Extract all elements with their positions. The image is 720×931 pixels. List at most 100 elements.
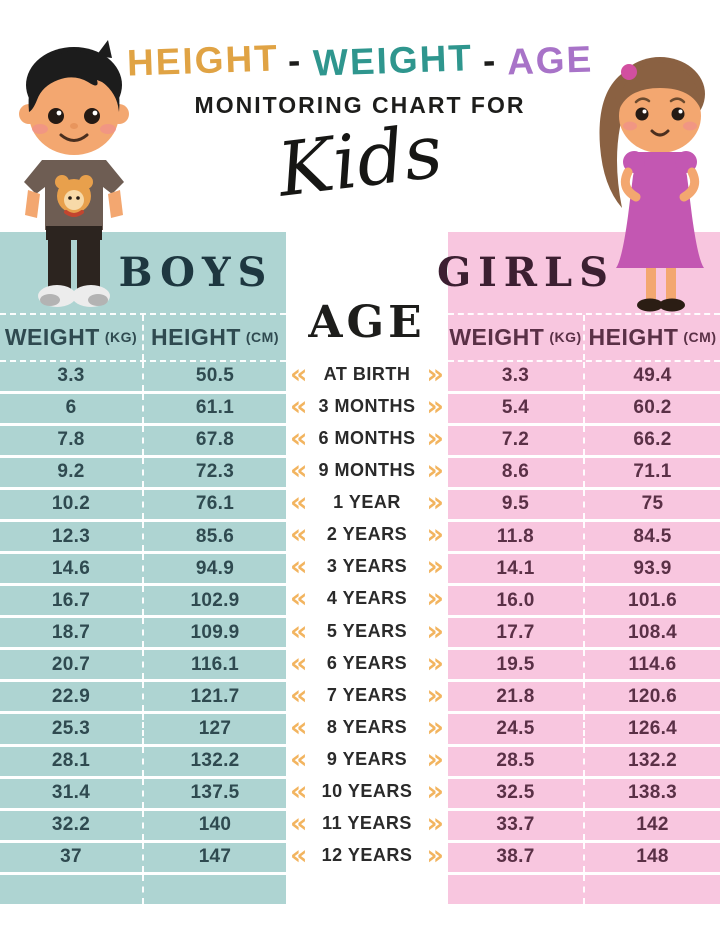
table-row: 18.7 109.9 (0, 618, 286, 651)
height-cell: 66.2 (583, 425, 720, 455)
weight-cell: 17.7 (496, 621, 535, 643)
weight-unit-label: (KG) (104, 329, 138, 346)
boys-table-title: BOYS (118, 248, 274, 296)
chevron-right-icon: » (426, 519, 444, 551)
height-cell: 67.8 (142, 425, 286, 455)
height-cell: 126.4 (583, 714, 720, 744)
table-row: 8.6 71.1 (448, 457, 720, 490)
subtitle: MONITORING CHART FOR (194, 92, 526, 118)
age-row: « AT BIRTH » (286, 358, 448, 390)
chevron-left-icon: « (290, 487, 308, 519)
table-row: 28.1 132.2 (0, 746, 286, 779)
chevron-left-icon: « (290, 647, 308, 679)
table-row: 10.2 76.1 (0, 489, 286, 523)
age-label: 2 YEARS (326, 524, 408, 545)
age-row: « 10 YEARS » (286, 776, 448, 808)
weight-cell: 14.1 (496, 557, 535, 579)
weight-cell: 12.3 (51, 525, 91, 547)
table-row: 5.4 60.2 (448, 393, 720, 426)
age-row: « 2 YEARS » (286, 519, 448, 551)
chevron-left-icon: « (290, 519, 308, 551)
table-row: 21.8 120.6 (448, 682, 720, 715)
table-row: 32.2 140 (0, 810, 286, 843)
weight-cell: 20.7 (51, 653, 91, 675)
height-cell: 75 (583, 489, 720, 520)
title-word: HEIGHT (126, 37, 280, 84)
height-cell (142, 874, 286, 904)
chevron-right-icon: » (426, 454, 444, 486)
table-row (448, 874, 720, 904)
boys-table: BOYS WEIGHT (KG) HEIGHT (CM) 3.3 50.5 6 61.… (0, 232, 286, 904)
chevron-right-icon: » (426, 647, 444, 679)
weight-cell: 19.5 (496, 653, 535, 675)
weight-cell: 24.5 (496, 718, 535, 740)
girls-table-title: GIRLS (436, 248, 616, 296)
table-row: 3.3 50.5 (0, 361, 286, 394)
table-row: 16.7 102.9 (0, 586, 286, 619)
age-label: 3 YEARS (326, 556, 408, 577)
height-cell: 93.9 (583, 554, 720, 584)
chevron-right-icon: » (426, 744, 444, 776)
age-title-box: AGE (286, 232, 448, 358)
weight-cell: 33.7 (496, 814, 535, 836)
table-row: 14.1 93.9 (448, 554, 720, 587)
weight-cell: 16.0 (496, 589, 535, 611)
age-label: 5 YEARS (326, 620, 408, 641)
weight-cell: 22.9 (51, 685, 91, 707)
age-label: 12 YEARS (321, 845, 413, 866)
height-cell: 60.2 (583, 393, 720, 423)
title-word: WEIGHT (312, 37, 474, 84)
weight-cell: 14.6 (51, 557, 91, 579)
height-cell: 102.9 (142, 586, 286, 616)
weight-cell: 21.8 (496, 685, 535, 707)
age-row: « 3 MONTHS » (286, 390, 448, 422)
weight-cell: 18.7 (51, 621, 91, 643)
height-cell: 140 (142, 810, 286, 840)
weight-cell (448, 875, 583, 904)
weight-cell: 9.2 (57, 461, 85, 483)
height-cell: 148 (583, 842, 720, 872)
table-row: 12.3 85.6 (0, 522, 286, 555)
table-row: 6 61.1 (0, 393, 286, 426)
age-row: « 5 YEARS » (286, 615, 448, 647)
age-label: 7 YEARS (326, 684, 408, 705)
height-cell: 101.6 (583, 586, 720, 616)
girls-rows: 3.3 49.4 5.4 60.2 7.2 66.2 8.6 71.1 9.5 75 11.8 84.… (448, 361, 720, 904)
age-row: « 6 MONTHS » (286, 422, 448, 454)
title-word: - (287, 39, 304, 82)
age-label: 9 YEARS (326, 749, 408, 770)
age-row: « 9 YEARS » (286, 744, 448, 776)
age-row: « 4 YEARS » (286, 583, 448, 615)
table-row: 20.7 116.1 (0, 650, 286, 683)
height-cell: 109.9 (142, 618, 286, 648)
age-label: 4 YEARS (326, 588, 408, 609)
height-cell: 85.6 (142, 522, 286, 552)
age-label: 8 YEARS (326, 716, 408, 737)
weight-unit-label: (KG) (549, 329, 582, 346)
table-row: 37 147 (0, 842, 286, 875)
table-row: 7.8 67.8 (0, 425, 286, 458)
table-row: 32.5 138.3 (448, 778, 720, 811)
chevron-left-icon: « (290, 390, 308, 422)
height-cell: 127 (142, 714, 286, 744)
table-row (0, 874, 286, 904)
age-row: « 6 YEARS » (286, 647, 448, 679)
age-label: 3 MONTHS (318, 395, 416, 416)
weight-cell: 10.2 (51, 493, 91, 515)
boys-rows: 3.3 50.5 6 61.1 7.8 67.8 9.2 72.3 10.2 76.1 12.3 85… (0, 361, 286, 904)
age-row: « 11 YEARS » (286, 808, 448, 840)
table-row: 33.7 142 (448, 810, 720, 843)
chevron-left-icon: « (290, 583, 308, 615)
boys-weight-header: WEIGHT (KG) (0, 315, 142, 360)
weight-cell: 32.5 (496, 782, 535, 804)
chevron-left-icon: « (290, 454, 308, 486)
age-row: « 12 YEARS » (286, 840, 448, 872)
height-cell: 132.2 (583, 746, 720, 776)
girls-table-header: WEIGHT (KG) HEIGHT (CM) (448, 312, 720, 362)
table-row: 3.3 49.4 (448, 361, 720, 394)
title-line: HEIGHT - WEIGHT - AGE (126, 37, 594, 84)
chevron-left-icon: « (290, 711, 308, 743)
weight-header-label: WEIGHT (4, 323, 100, 350)
table-row: 9.5 75 (448, 489, 720, 523)
girls-height-header: HEIGHT (CM) (583, 314, 720, 360)
